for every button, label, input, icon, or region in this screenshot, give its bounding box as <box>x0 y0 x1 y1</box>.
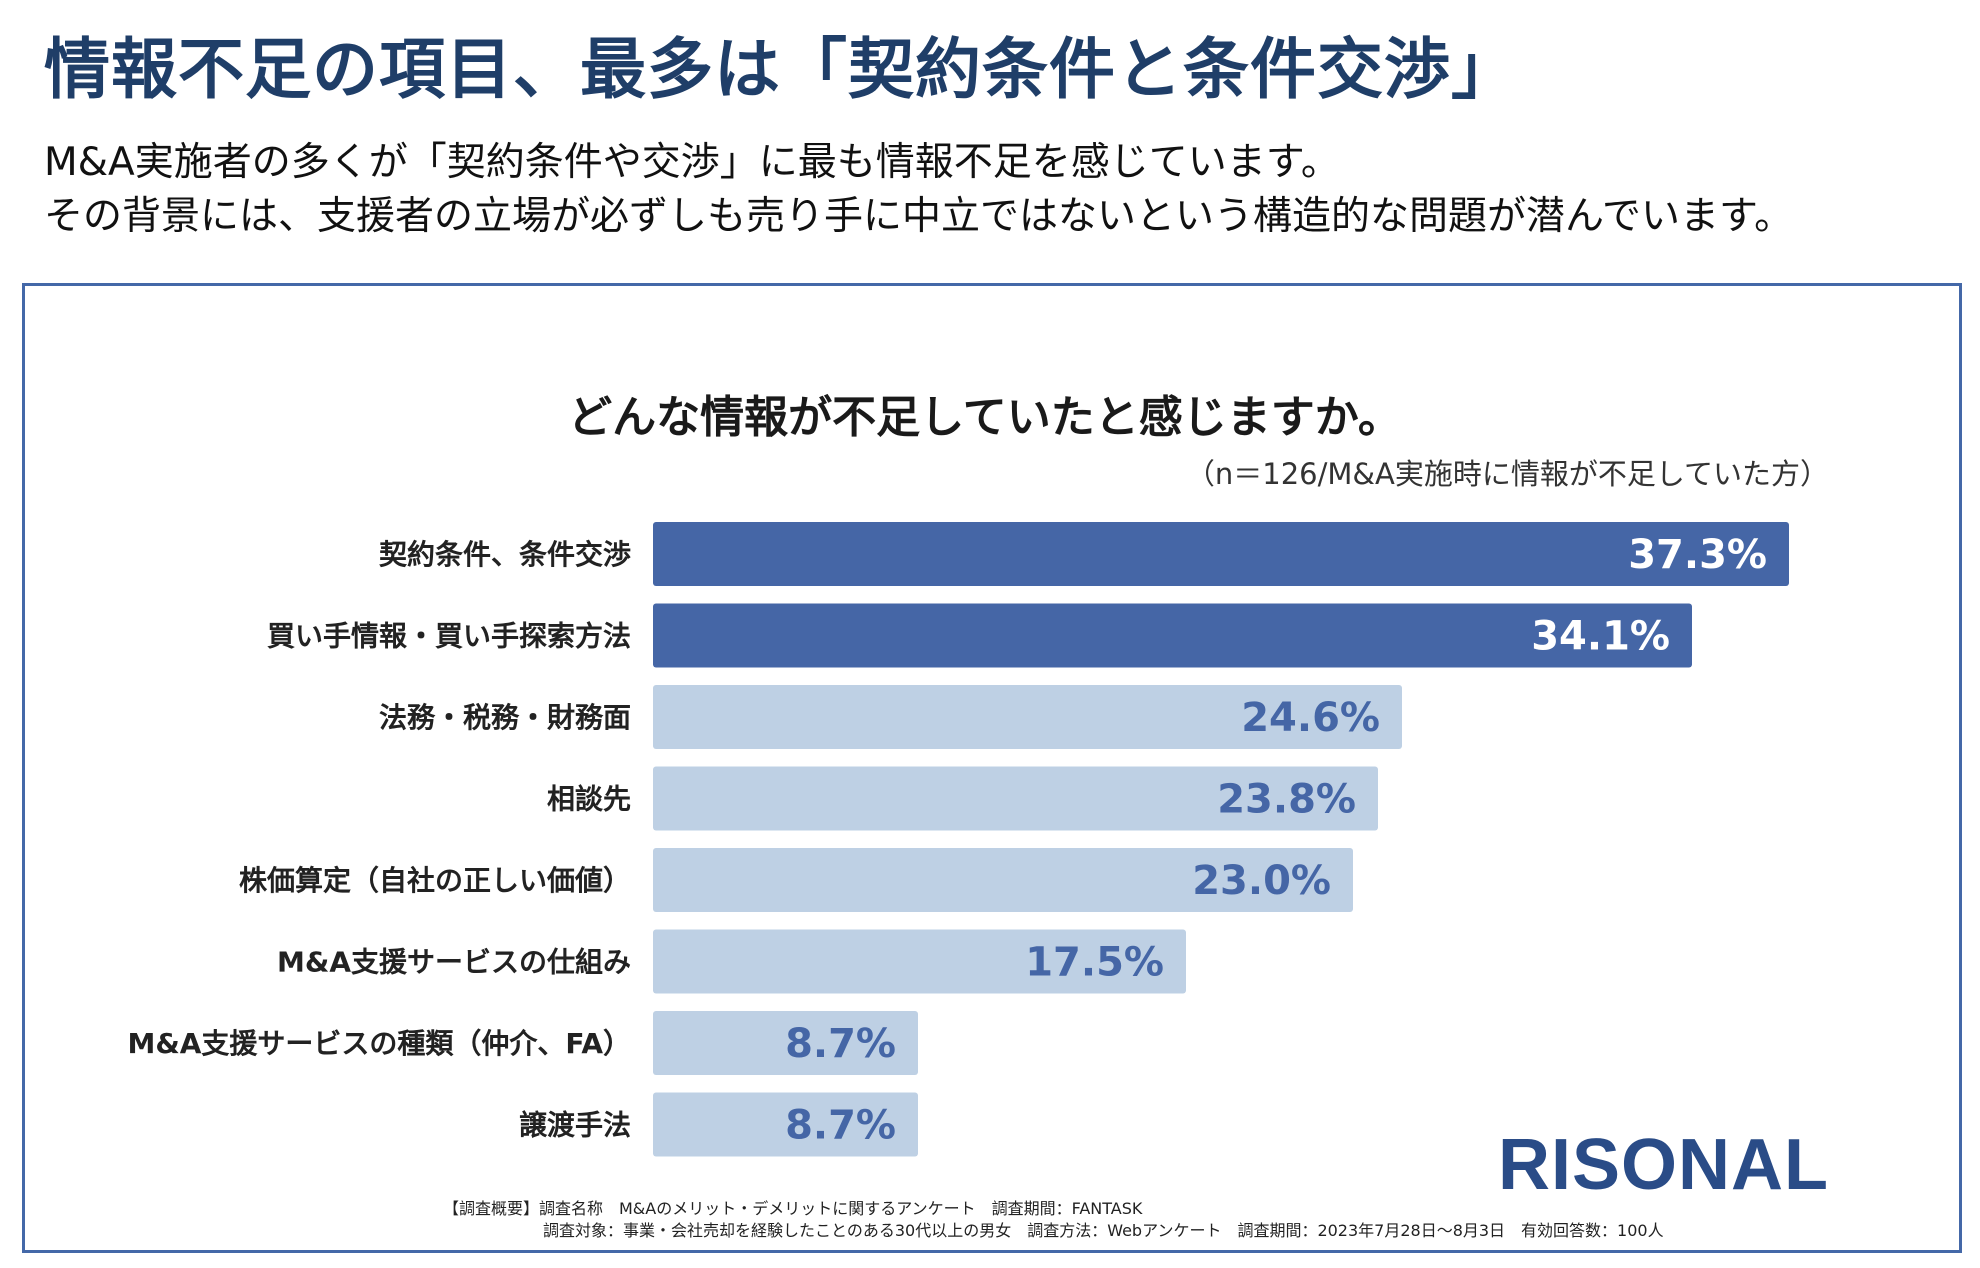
category-label: 相談先 <box>547 783 631 816</box>
footnote-line-1: 【調査概要】調査名称 M&Aのメリット・デメリットに関するアンケート 調査期間：… <box>443 1199 1143 1218</box>
category-label: 契約条件、条件交渉 <box>379 538 631 571</box>
page-headline: 情報不足の項目、最多は「契約条件と条件交渉」 <box>44 31 1518 108</box>
bar <box>653 766 1378 831</box>
value-label: 8.7% <box>785 1021 896 1067</box>
bar <box>653 685 1402 749</box>
value-label: 23.8% <box>1217 777 1356 823</box>
bar <box>653 848 1353 912</box>
value-label: 17.5% <box>1025 940 1164 986</box>
chart-title: どんな情報が不足していたと感じますか。 <box>568 392 1402 443</box>
value-label: 34.1% <box>1531 614 1670 660</box>
category-label: M&A支援サービスの仕組み <box>277 946 631 979</box>
lead-text: M&A実施者の多くが「契約条件や交渉」に最も情報不足を感じています。 その背景に… <box>44 136 1793 244</box>
category-label: 株価算定（自社の正しい価値） <box>239 864 631 897</box>
chart-panel: どんな情報が不足していたと感じますか。 （n＝126/M&A実施時に情報が不足し… <box>22 283 1962 1253</box>
footnote-line-2: 調査対象：事業・会社売却を経験したことのある30代以上の男女 調査方法：Webア… <box>543 1221 1664 1240</box>
category-label: M&A支援サービスの種類（仲介、FA） <box>127 1027 631 1060</box>
value-label: 8.7% <box>785 1103 896 1149</box>
bar-chart: 契約条件、条件交渉 37.3% 買い手情報・買い手探索方法 34.1% 法務・税務・財務… <box>127 522 1789 1157</box>
bar <box>653 1092 918 1157</box>
value-label: 37.3% <box>1628 532 1767 578</box>
value-label: 23.0% <box>1192 858 1331 904</box>
category-label: 法務・税務・財務面 <box>379 701 631 734</box>
bar <box>653 603 1692 668</box>
risonal-logo: RISONAL <box>1498 1125 1829 1205</box>
bar <box>653 929 1186 994</box>
bar <box>653 522 1789 586</box>
sample-note: （n＝126/M&A実施時に情報が不足していた方） <box>1185 457 1829 491</box>
lead-line-1: M&A実施者の多くが「契約条件や交渉」に最も情報不足を感じています。 <box>44 140 1340 185</box>
bar <box>653 1011 918 1075</box>
category-label: 買い手情報・買い手探索方法 <box>267 620 631 653</box>
value-label: 24.6% <box>1241 695 1380 741</box>
lead-line-2: その背景には、支援者の立場が必ずしも売り手に中立ではないという構造的な問題が潜ん… <box>44 194 1794 239</box>
category-label: 譲渡手法 <box>519 1109 631 1142</box>
